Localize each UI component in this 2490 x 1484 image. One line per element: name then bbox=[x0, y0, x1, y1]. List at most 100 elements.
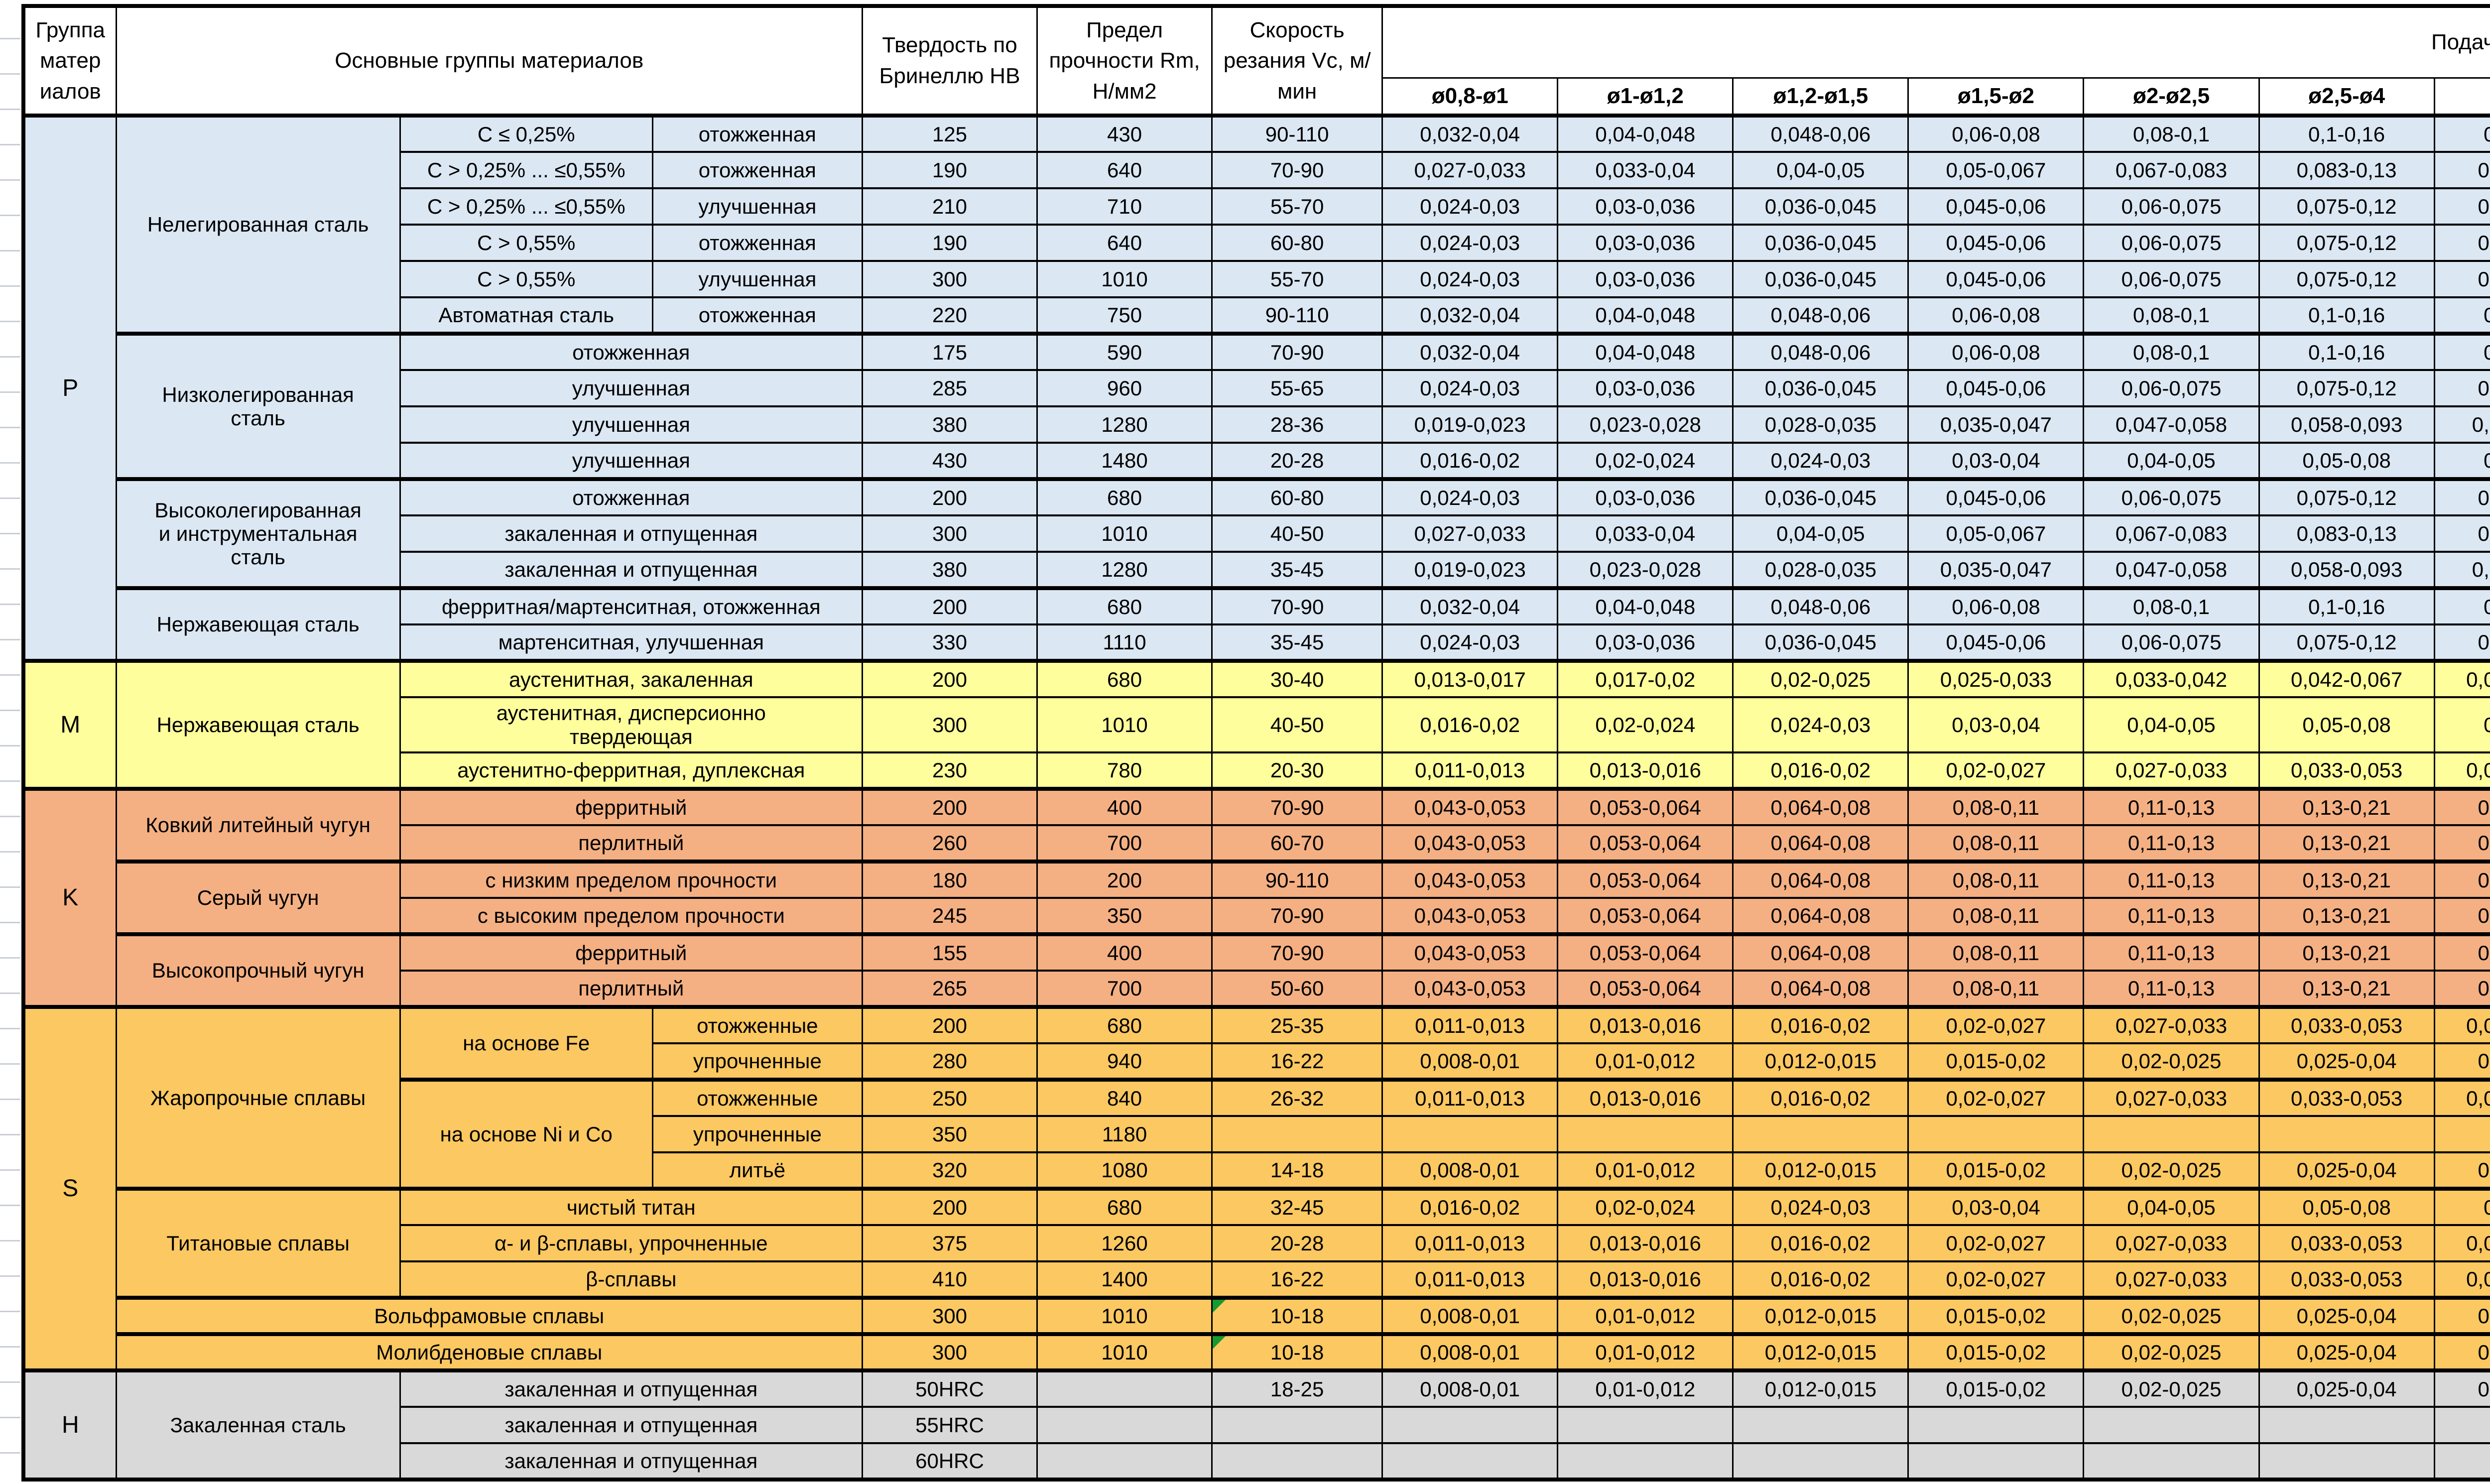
speed-cell[interactable]: 70-90 bbox=[1211, 586, 1383, 625]
material-label-cell[interactable]: Ковкий литейный чугун bbox=[115, 787, 401, 863]
material-label-cell[interactable]: Нержавеющая сталь bbox=[115, 659, 401, 790]
feed-cell[interactable]: 0,04-0,05 bbox=[1732, 151, 1909, 189]
strength-cell[interactable]: 1280 bbox=[1036, 551, 1213, 589]
material-label-cell[interactable]: улучшенная bbox=[399, 405, 863, 444]
strength-cell[interactable]: 1110 bbox=[1036, 623, 1213, 662]
speed-cell[interactable]: 90-110 bbox=[1211, 114, 1383, 153]
col-header-main-groups[interactable]: Основные группы материалов bbox=[115, 5, 863, 117]
speed-cell[interactable]: 50-60 bbox=[1211, 970, 1383, 1008]
feed-cell[interactable]: 0,064-0,08 bbox=[1732, 787, 1909, 826]
col-header-diameter[interactable]: ø2-ø2,5 bbox=[2083, 77, 2260, 118]
hardness-cell[interactable]: 125 bbox=[861, 114, 1038, 153]
feed-cell[interactable]: 0,13-0,21 bbox=[2258, 897, 2435, 935]
feed-cell[interactable]: 0,06-0,08 bbox=[1907, 296, 2085, 335]
material-label-cell[interactable]: Нержавеющая сталь bbox=[115, 586, 401, 662]
feed-cell[interactable]: 0,012-0,015 bbox=[1732, 1151, 1909, 1190]
hardness-cell[interactable]: 300 bbox=[861, 1332, 1038, 1371]
feed-cell[interactable]: 0,024-0,03 bbox=[1732, 442, 1909, 480]
feed-cell[interactable] bbox=[2083, 1406, 2260, 1444]
feed-cell[interactable]: 0,033-0,04 bbox=[1557, 151, 1734, 189]
strength-cell[interactable] bbox=[1036, 1442, 1213, 1481]
feed-cell[interactable] bbox=[1381, 1115, 1559, 1153]
feed-cell[interactable] bbox=[1732, 1115, 1909, 1153]
feed-cell[interactable]: 0,12-0,15 bbox=[2433, 224, 2490, 262]
feed-cell[interactable]: 0,12-0,15 bbox=[2433, 260, 2490, 298]
feed-cell[interactable]: 0,075-0,12 bbox=[2258, 477, 2435, 516]
feed-cell[interactable]: 0,08-0,11 bbox=[1907, 970, 2085, 1008]
hardness-cell[interactable]: 180 bbox=[861, 860, 1038, 899]
feed-cell[interactable] bbox=[1557, 1115, 1734, 1153]
feed-cell[interactable]: 0,033-0,053 bbox=[2258, 1005, 2435, 1044]
strength-cell[interactable]: 400 bbox=[1036, 932, 1213, 972]
feed-cell[interactable]: 0,093-0,12 bbox=[2433, 551, 2490, 589]
feed-cell[interactable]: 0,023-0,028 bbox=[1557, 551, 1734, 589]
feed-cell[interactable]: 0,02-0,027 bbox=[1907, 1260, 2085, 1299]
material-label-cell[interactable]: отожженная bbox=[651, 151, 863, 189]
feed-cell[interactable]: 0,012-0,015 bbox=[1732, 1042, 1909, 1081]
speed-cell[interactable]: 32-45 bbox=[1211, 1187, 1383, 1226]
strength-cell[interactable]: 590 bbox=[1036, 332, 1213, 371]
feed-cell[interactable]: 0,033-0,053 bbox=[2258, 1224, 2435, 1262]
feed-cell[interactable]: 0,04-0,05 bbox=[2083, 1187, 2260, 1226]
material-label-cell[interactable]: упрочненные bbox=[651, 1042, 863, 1081]
strength-cell[interactable]: 1010 bbox=[1036, 1332, 1213, 1371]
speed-cell[interactable]: 20-28 bbox=[1211, 442, 1383, 480]
feed-cell[interactable]: 0,08-0,1 bbox=[2433, 1187, 2490, 1226]
material-label-cell[interactable]: на основе Ni и Co bbox=[399, 1078, 653, 1190]
speed-cell[interactable]: 25-35 bbox=[1211, 1005, 1383, 1044]
feed-cell[interactable]: 0,013-0,016 bbox=[1557, 751, 1734, 790]
feed-cell[interactable]: 0,036-0,045 bbox=[1732, 187, 1909, 226]
feed-cell[interactable]: 0,017-0,02 bbox=[1557, 659, 1734, 698]
feed-cell[interactable]: 0,06-0,08 bbox=[1907, 586, 2085, 625]
speed-cell[interactable] bbox=[1211, 1406, 1383, 1444]
feed-cell[interactable] bbox=[2433, 1442, 2490, 1481]
material-label-cell[interactable]: ферритный bbox=[399, 932, 863, 972]
strength-cell[interactable]: 960 bbox=[1036, 369, 1213, 407]
material-label-cell[interactable]: Высоколегированная и инструментальная ст… bbox=[115, 477, 401, 589]
feed-cell[interactable]: 0,011-0,013 bbox=[1381, 1005, 1559, 1044]
strength-cell[interactable]: 680 bbox=[1036, 477, 1213, 516]
strength-cell[interactable]: 1010 bbox=[1036, 260, 1213, 298]
feed-cell[interactable]: 0,12-0,15 bbox=[2433, 187, 2490, 226]
material-label-cell[interactable]: Серый чугун bbox=[115, 860, 401, 935]
feed-cell[interactable]: 0,083-0,13 bbox=[2258, 514, 2435, 553]
hardness-cell[interactable]: 300 bbox=[861, 696, 1038, 753]
hardness-cell[interactable]: 410 bbox=[861, 1260, 1038, 1299]
material-label-cell[interactable]: Жаропрочные сплавы bbox=[115, 1005, 401, 1190]
material-label-cell[interactable]: C > 0,25% ... ≤0,55% bbox=[399, 151, 653, 189]
feed-cell[interactable] bbox=[2083, 1442, 2260, 1481]
feed-cell[interactable]: 0,12-0,15 bbox=[2433, 369, 2490, 407]
feed-cell[interactable]: 0,027-0,033 bbox=[2083, 1260, 2260, 1299]
feed-cell[interactable]: 0,053-0,067 bbox=[2433, 751, 2490, 790]
hardness-cell[interactable]: 200 bbox=[861, 787, 1038, 826]
group-letter-cell[interactable]: S bbox=[22, 1005, 117, 1371]
hardness-cell[interactable]: 380 bbox=[861, 405, 1038, 444]
feed-cell[interactable]: 0,08-0,1 bbox=[2083, 332, 2260, 371]
speed-cell[interactable]: 30-40 bbox=[1211, 659, 1383, 698]
feed-cell[interactable]: 0,12-0,15 bbox=[2433, 623, 2490, 662]
feed-cell[interactable]: 0,21-0,27 bbox=[2433, 860, 2490, 899]
feed-cell[interactable]: 0,04-0,05 bbox=[1732, 514, 1909, 553]
feed-cell[interactable]: 0,03-0,036 bbox=[1557, 477, 1734, 516]
feed-cell[interactable]: 0,024-0,03 bbox=[1732, 1187, 1909, 1226]
feed-cell[interactable]: 0,036-0,045 bbox=[1732, 224, 1909, 262]
feed-cell[interactable] bbox=[1381, 1442, 1559, 1481]
strength-cell[interactable]: 1260 bbox=[1036, 1224, 1213, 1262]
speed-cell[interactable] bbox=[1211, 1442, 1383, 1481]
feed-cell[interactable]: 0,01-0,012 bbox=[1557, 1296, 1734, 1335]
feed-cell[interactable]: 0,093-0,12 bbox=[2433, 405, 2490, 444]
col-header-speed[interactable]: Скорость резания Vc, м/мин bbox=[1211, 5, 1383, 117]
col-header-diameter[interactable]: ø1-ø1,2 bbox=[1557, 77, 1734, 118]
feed-cell[interactable]: 0,13-0,21 bbox=[2258, 860, 2435, 899]
feed-cell[interactable]: 0,13-0,21 bbox=[2258, 824, 2435, 863]
feed-cell[interactable]: 0,043-0,053 bbox=[1381, 970, 1559, 1008]
feed-cell[interactable]: 0,028-0,035 bbox=[1732, 551, 1909, 589]
feed-cell[interactable]: 0,08-0,1 bbox=[2433, 442, 2490, 480]
strength-cell[interactable]: 680 bbox=[1036, 1005, 1213, 1044]
feed-cell[interactable]: 0,028-0,035 bbox=[1732, 405, 1909, 444]
strength-cell[interactable]: 200 bbox=[1036, 860, 1213, 899]
feed-cell[interactable]: 0,21-0,27 bbox=[2433, 970, 2490, 1008]
feed-cell[interactable]: 0,015-0,02 bbox=[1907, 1368, 2085, 1408]
feed-cell[interactable]: 0,064-0,08 bbox=[1732, 897, 1909, 935]
feed-cell[interactable]: 0,013-0,016 bbox=[1557, 1078, 1734, 1117]
